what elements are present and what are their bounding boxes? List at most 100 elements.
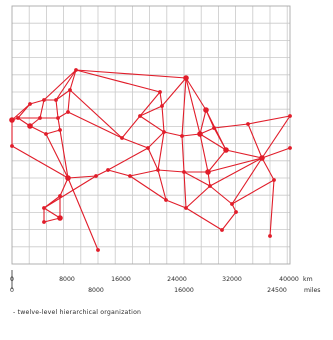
network-node — [58, 128, 62, 132]
network-node — [288, 114, 292, 118]
network-link — [213, 123, 249, 129]
network-link — [183, 171, 187, 209]
network-node — [197, 131, 203, 137]
network-link — [11, 103, 31, 121]
network-link — [107, 147, 149, 171]
network-node — [146, 146, 150, 150]
network-link — [161, 77, 187, 107]
network-node — [57, 215, 63, 221]
network-node — [259, 155, 265, 161]
network-link — [69, 89, 123, 139]
network-link — [181, 77, 187, 137]
network-link — [57, 111, 69, 119]
map-frame — [11, 5, 291, 265]
network-node — [234, 210, 238, 214]
figure-caption: - twelve-level hierarchical organization — [13, 309, 141, 316]
network-link — [163, 131, 183, 137]
network-node — [288, 146, 292, 150]
miles-unit-label: miles — [304, 287, 321, 294]
km-tick: 8000 — [59, 276, 75, 283]
network-link — [107, 169, 131, 177]
network-node — [96, 248, 100, 252]
network-node — [180, 134, 184, 138]
network-link — [121, 137, 149, 149]
km-tick: 32000 — [222, 276, 242, 283]
network-link — [221, 211, 237, 231]
km-tick: 40000 — [279, 276, 299, 283]
network-link — [139, 115, 165, 133]
network-link — [139, 105, 163, 117]
network-link — [45, 129, 61, 135]
network-node — [42, 220, 46, 224]
network-link — [231, 179, 275, 205]
network-link — [185, 207, 223, 231]
network-link — [29, 99, 45, 105]
network-link — [209, 185, 233, 205]
network-node — [68, 88, 72, 92]
network-node — [184, 206, 188, 210]
network-node — [120, 136, 124, 140]
network-link — [67, 89, 71, 113]
network-link — [147, 147, 159, 171]
km-tick: 24000 — [167, 276, 187, 283]
network-link — [231, 157, 263, 205]
network-link — [129, 175, 167, 201]
network-link — [57, 117, 61, 131]
network-node — [268, 234, 272, 238]
network-link — [185, 77, 201, 135]
network-node — [160, 104, 164, 108]
network-node — [208, 184, 212, 188]
mile-tick: 16000 — [174, 287, 194, 294]
network-link — [183, 171, 211, 187]
network-node — [158, 90, 162, 94]
network-link — [185, 185, 211, 209]
network-edges — [11, 69, 291, 251]
network-node — [27, 123, 33, 129]
network-link — [43, 175, 97, 209]
network-node — [74, 68, 78, 72]
network-link — [157, 169, 185, 173]
network-link — [147, 131, 165, 149]
network-node — [203, 107, 209, 113]
network-link — [45, 133, 69, 179]
network-nodes — [9, 68, 292, 252]
network-link — [69, 69, 77, 91]
network-link — [247, 123, 263, 159]
network-node — [223, 147, 229, 153]
network-link — [75, 69, 161, 93]
network-link — [129, 169, 159, 177]
network-node — [212, 126, 216, 130]
network-node — [162, 130, 166, 134]
network-node — [156, 168, 160, 172]
mile-tick: 8000 — [88, 287, 104, 294]
network-link — [55, 89, 71, 101]
network-node — [182, 170, 186, 174]
network-link — [207, 149, 227, 173]
network-link — [207, 157, 263, 173]
network-link — [55, 99, 59, 119]
network-node — [38, 116, 42, 120]
network-node — [54, 98, 58, 102]
network-node — [65, 175, 71, 181]
network-link — [43, 69, 77, 101]
network-node — [164, 198, 168, 202]
network-node — [220, 228, 224, 232]
network-link — [11, 145, 69, 179]
km-tick: 0 — [10, 276, 14, 283]
network-node — [56, 116, 60, 120]
network-node — [42, 206, 46, 210]
network-link — [225, 149, 263, 159]
miles-scale: 0 8000 16000 24500 miles — [10, 287, 320, 294]
network-node — [44, 132, 48, 136]
network-link — [159, 91, 163, 107]
network-link — [165, 199, 187, 209]
network-node — [230, 202, 234, 206]
network-link — [95, 169, 109, 177]
km-unit-label: km — [303, 276, 313, 283]
network-link — [157, 131, 165, 171]
network-link — [199, 133, 209, 173]
network-link — [205, 109, 227, 151]
network-link — [121, 115, 141, 139]
